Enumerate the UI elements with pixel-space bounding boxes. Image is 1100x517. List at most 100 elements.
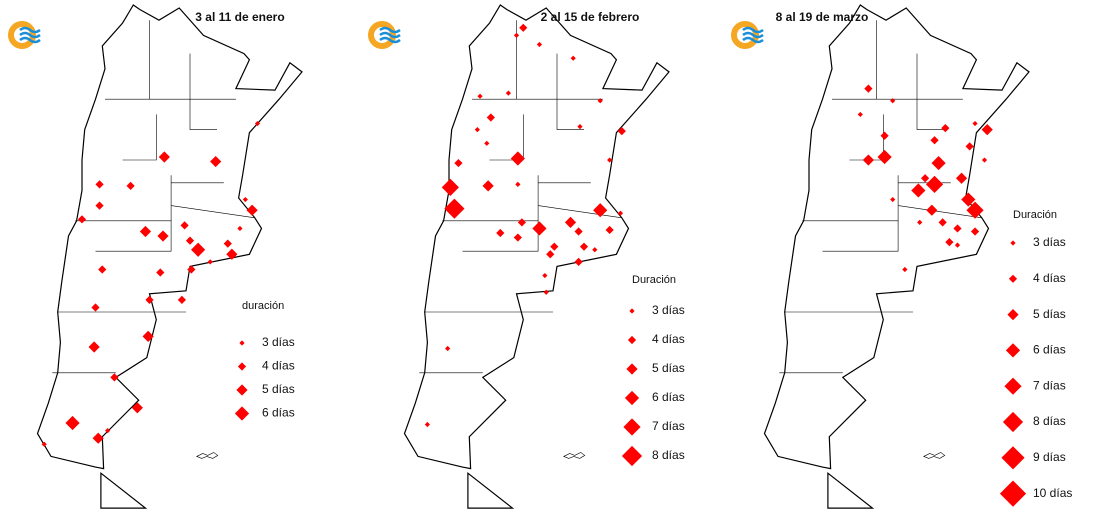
event-marker: [532, 221, 547, 236]
event-marker: [981, 124, 993, 136]
event-marker: [223, 239, 232, 248]
legend-label: 8 días: [652, 448, 685, 462]
event-marker: [158, 151, 170, 163]
province-border: [916, 53, 944, 130]
event-marker: [917, 219, 923, 225]
event-marker: [444, 198, 465, 219]
legend-title: Duración: [632, 274, 676, 286]
event-marker: [592, 247, 598, 253]
event-marker: [617, 127, 626, 136]
event-marker: [91, 303, 100, 312]
event-marker: [945, 238, 954, 247]
legend-label: 3 días: [262, 335, 295, 349]
event-marker: [515, 181, 521, 187]
province-border: [189, 53, 217, 130]
event-marker: [441, 178, 459, 196]
event-marker: [131, 402, 143, 414]
event-marker: [954, 242, 961, 248]
legend-label: 3 días: [1033, 235, 1066, 249]
event-marker: [550, 242, 559, 251]
event-marker: [187, 265, 196, 274]
panel-title: 2 al 15 de febrero: [541, 10, 640, 24]
logo-wave: [742, 26, 764, 34]
event-marker: [926, 204, 938, 216]
event-marker: [607, 157, 613, 163]
event-marker: [246, 204, 258, 216]
event-marker: [597, 98, 603, 104]
event-marker: [484, 140, 490, 146]
event-marker: [925, 175, 944, 193]
event-marker: [496, 228, 505, 238]
event-marker: [902, 266, 908, 273]
legend-marker: [1008, 274, 1018, 283]
event-marker: [890, 98, 896, 104]
tierra-del-fuego: [100, 471, 148, 509]
event-marker: [574, 257, 583, 266]
province-border: [95, 220, 172, 252]
event-marker: [981, 157, 988, 163]
event-marker: [65, 415, 80, 431]
event-marker: [237, 225, 243, 232]
event-marker: [95, 201, 104, 210]
falklands: [923, 452, 946, 459]
event-marker: [185, 236, 195, 245]
tierra-del-fuego: [467, 471, 515, 509]
legend-marker: [234, 406, 250, 421]
event-marker: [139, 225, 152, 238]
event-marker: [156, 268, 165, 277]
legend-marker: [623, 418, 641, 436]
event-marker: [242, 196, 248, 203]
event-marker: [617, 210, 624, 216]
event-marker: [519, 23, 528, 32]
logo-wave: [379, 36, 401, 44]
event-marker: [543, 289, 549, 295]
event-marker: [574, 227, 583, 236]
event-marker: [454, 158, 463, 168]
event-marker: [445, 345, 451, 352]
logo-wave: [379, 26, 401, 34]
event-marker: [864, 84, 873, 93]
falklands: [563, 452, 586, 459]
panel-title: 3 al 11 de enero: [195, 10, 284, 24]
legend-label: 5 días: [652, 361, 685, 375]
event-marker: [145, 295, 154, 304]
map-panel: 8 al 19 de marzo Duración 3 días 4 días 5 dí…: [731, 4, 1072, 509]
legend-marker: [1007, 309, 1019, 321]
event-marker: [862, 154, 874, 166]
event-marker: [505, 90, 511, 96]
panel-title: 8 al 19 de marzo: [776, 10, 869, 24]
event-marker: [941, 124, 950, 133]
legend-title: duración: [242, 300, 284, 312]
legend-label: 4 días: [1033, 271, 1066, 285]
legend-marker: [626, 363, 638, 375]
legend-label: 8 días: [1033, 414, 1066, 428]
event-marker: [570, 55, 576, 61]
event-marker: [961, 192, 976, 207]
logo: [368, 21, 401, 49]
event-marker: [226, 248, 238, 260]
logo-wave: [742, 36, 764, 44]
event-marker: [938, 218, 947, 227]
event-marker: [857, 111, 863, 118]
legend-label: 6 días: [1033, 343, 1066, 357]
legend-marker: [236, 384, 248, 396]
event-marker: [953, 224, 962, 233]
event-marker: [207, 259, 213, 265]
event-marker: [510, 151, 525, 166]
event-marker: [966, 201, 984, 219]
event-marker: [95, 180, 104, 189]
falklands: [196, 452, 219, 459]
event-marker: [972, 120, 978, 127]
event-marker: [177, 295, 186, 304]
event-marker: [105, 428, 111, 434]
province-border: [538, 205, 622, 219]
legend-label: 3 días: [652, 303, 685, 317]
event-marker: [41, 441, 47, 447]
event-marker: [593, 203, 608, 218]
logo-wave: [379, 31, 401, 39]
legend-marker: [629, 308, 635, 314]
map-panel: 2 al 15 de febrero Duración 3 días 4 días 5 …: [368, 4, 685, 509]
event-marker: [931, 155, 946, 171]
map-panel: 3 al 11 de enero duración 3 días 4 días 5 dí…: [8, 4, 303, 509]
